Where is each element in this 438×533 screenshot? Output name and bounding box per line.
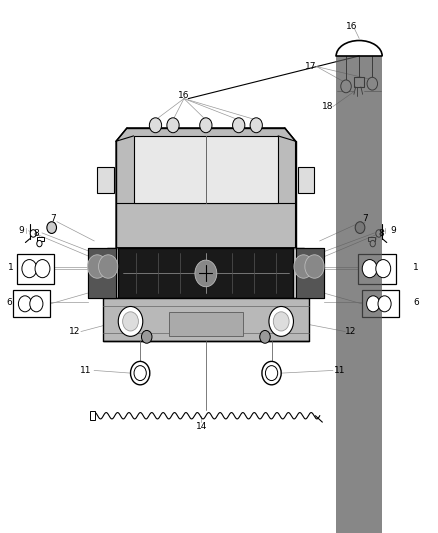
Circle shape (265, 366, 278, 381)
Bar (90, 411, 95, 420)
Circle shape (294, 255, 313, 278)
Circle shape (370, 240, 375, 247)
Text: 8: 8 (33, 229, 39, 238)
Text: 1: 1 (8, 263, 14, 271)
Bar (362, 290, 399, 317)
Polygon shape (116, 128, 296, 248)
Text: 1: 1 (413, 263, 419, 271)
Text: 18: 18 (322, 102, 333, 111)
Circle shape (200, 118, 212, 133)
Polygon shape (88, 248, 116, 298)
Bar (37, 237, 44, 241)
Circle shape (22, 260, 37, 278)
Bar (97, 167, 114, 193)
Circle shape (134, 366, 146, 381)
Polygon shape (118, 248, 293, 298)
Text: 16: 16 (346, 22, 357, 31)
Bar (13, 290, 50, 317)
Circle shape (233, 118, 245, 133)
Circle shape (250, 118, 262, 133)
Bar (169, 312, 243, 336)
Bar (368, 237, 375, 241)
Circle shape (47, 222, 57, 233)
Circle shape (35, 260, 50, 278)
Circle shape (123, 312, 138, 331)
Text: 9: 9 (390, 227, 396, 235)
Bar (298, 167, 314, 193)
Circle shape (376, 230, 382, 237)
Bar (354, 77, 364, 87)
Text: 11: 11 (80, 366, 91, 375)
Circle shape (167, 118, 179, 133)
Circle shape (341, 80, 351, 93)
Text: 8: 8 (378, 229, 384, 238)
Circle shape (141, 330, 152, 343)
Text: 7: 7 (362, 214, 368, 223)
Polygon shape (296, 248, 324, 298)
Bar (358, 254, 396, 284)
Bar (103, 298, 309, 341)
Circle shape (37, 240, 42, 247)
Text: 7: 7 (50, 214, 57, 223)
Text: 14: 14 (196, 422, 207, 431)
Bar (17, 254, 54, 284)
Circle shape (260, 330, 270, 343)
Bar (107, 248, 304, 298)
Text: 17: 17 (305, 62, 317, 71)
Circle shape (262, 361, 281, 385)
Circle shape (30, 230, 36, 237)
Polygon shape (296, 248, 324, 298)
Text: 16: 16 (178, 92, 190, 100)
Circle shape (269, 306, 293, 336)
Circle shape (273, 312, 289, 331)
Circle shape (30, 296, 43, 312)
Circle shape (18, 296, 32, 312)
Text: 11: 11 (334, 366, 345, 375)
Circle shape (367, 77, 378, 90)
Circle shape (99, 255, 118, 278)
Circle shape (378, 296, 391, 312)
Circle shape (355, 222, 365, 233)
Text: 12: 12 (345, 327, 356, 336)
Circle shape (88, 255, 107, 278)
Circle shape (149, 118, 162, 133)
Text: 12: 12 (69, 327, 80, 336)
Polygon shape (88, 248, 116, 298)
Text: 9: 9 (18, 227, 24, 235)
Circle shape (376, 260, 391, 278)
Circle shape (195, 260, 217, 287)
Circle shape (131, 361, 150, 385)
Circle shape (367, 296, 380, 312)
Text: 6: 6 (413, 298, 419, 306)
Circle shape (118, 306, 143, 336)
Text: 6: 6 (6, 298, 12, 306)
Circle shape (305, 255, 324, 278)
Circle shape (362, 260, 377, 278)
Polygon shape (134, 136, 278, 203)
